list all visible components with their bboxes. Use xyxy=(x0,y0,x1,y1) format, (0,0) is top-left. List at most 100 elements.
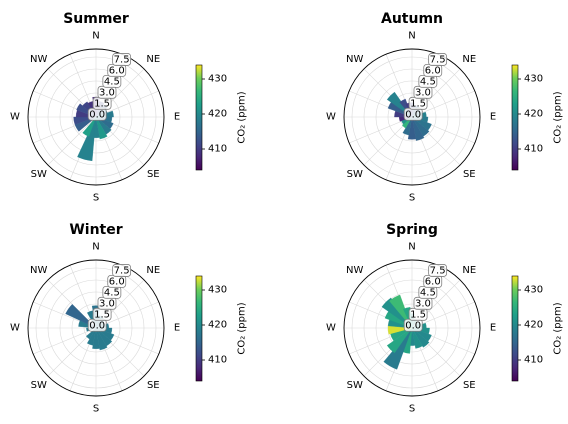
radial-tick-label: 0.0 xyxy=(405,320,421,331)
radial-tick-box xyxy=(428,53,448,66)
panel-title: Summer xyxy=(63,11,129,27)
wind-bar xyxy=(411,116,425,141)
direction-label: W xyxy=(326,112,336,123)
direction-label: NW xyxy=(346,265,363,276)
panel-title: Winter xyxy=(69,222,122,238)
colorbar-tick-label: 420 xyxy=(524,320,543,331)
direction-label: E xyxy=(174,112,180,123)
wind-bar xyxy=(86,327,97,346)
radial-tick-box xyxy=(112,264,132,277)
direction-label: NE xyxy=(462,54,476,65)
radial-tick-label: 7.5 xyxy=(114,265,130,276)
panel-spring: Spring N NE E SE S SW W NW 0.01.53.04.56.07.5 410 4… xyxy=(326,222,563,415)
direction-label: W xyxy=(326,323,336,334)
wind-bar xyxy=(92,327,100,349)
direction-label: SW xyxy=(31,380,47,391)
colorbar-tick-label: 420 xyxy=(208,109,227,120)
direction-label: S xyxy=(93,193,99,204)
direction-label: N xyxy=(408,31,415,42)
polar-frame xyxy=(343,48,481,186)
radial-tick-label: 4.5 xyxy=(104,76,120,87)
direction-label: SW xyxy=(347,380,363,391)
direction-label: SE xyxy=(147,169,160,180)
wind-bar xyxy=(411,327,423,349)
direction-label: SE xyxy=(463,380,476,391)
colorbar-label: CO₂ (ppm) xyxy=(553,91,564,143)
direction-label: N xyxy=(92,242,99,253)
direction-label: N xyxy=(92,31,99,42)
colorbar-tick-label: 430 xyxy=(524,285,543,296)
radial-tick-label: 1.5 xyxy=(94,309,110,320)
radial-tick-label: 0.0 xyxy=(89,109,105,120)
direction-label: NW xyxy=(30,54,47,65)
wind-bar xyxy=(82,116,97,137)
colorbar xyxy=(195,64,203,171)
direction-label: SE xyxy=(463,169,476,180)
colorbar-tick-label: 410 xyxy=(524,355,543,366)
direction-label: NE xyxy=(462,265,476,276)
direction-label: W xyxy=(10,112,20,123)
colorbar-tick-label: 410 xyxy=(524,144,543,155)
radial-tick-label: 6.0 xyxy=(109,276,125,287)
colorbar xyxy=(195,275,203,382)
wind-bar xyxy=(411,327,430,348)
radial-tick-label: 6.0 xyxy=(425,65,441,76)
colorbar-tick-label: 410 xyxy=(208,355,227,366)
direction-label: S xyxy=(93,404,99,415)
direction-label: NE xyxy=(146,265,160,276)
radial-tick-label: 0.0 xyxy=(89,320,105,331)
radial-tick-label: 6.0 xyxy=(109,65,125,76)
radial-tick-label: 7.5 xyxy=(430,54,446,65)
colorbar-tick-label: 430 xyxy=(208,285,227,296)
colorbar-tick-label: 430 xyxy=(208,74,227,85)
direction-label: S xyxy=(409,404,415,415)
colorbar-tick-label: 420 xyxy=(208,320,227,331)
direction-label: E xyxy=(490,112,496,123)
radial-tick-label: 3.0 xyxy=(99,298,115,309)
direction-label: W xyxy=(10,323,20,334)
colorbar-label: CO₂ (ppm) xyxy=(553,302,564,354)
radial-tick-label: 6.0 xyxy=(425,276,441,287)
polar-frame xyxy=(27,259,165,397)
colorbar-label: CO₂ (ppm) xyxy=(237,91,248,143)
colorbar-tick-label: 410 xyxy=(208,144,227,155)
colorbar-tick-label: 420 xyxy=(524,109,543,120)
grid-spoke xyxy=(33,327,97,355)
colorbar-label: CO₂ (ppm) xyxy=(237,302,248,354)
colorbar xyxy=(511,64,519,171)
panel-title: Spring xyxy=(386,222,438,238)
direction-label: NW xyxy=(30,265,47,276)
radial-tick-label: 3.0 xyxy=(99,87,115,98)
direction-label: SW xyxy=(31,169,47,180)
direction-label: S xyxy=(409,193,415,204)
direction-label: E xyxy=(490,323,496,334)
direction-label: E xyxy=(174,323,180,334)
radial-tick-label: 3.0 xyxy=(415,298,431,309)
wind-bar xyxy=(386,327,413,354)
direction-label: NW xyxy=(346,54,363,65)
colorbar-tick-label: 430 xyxy=(524,74,543,85)
wind-bar xyxy=(407,116,417,140)
radial-tick-label: 4.5 xyxy=(420,287,436,298)
radial-tick-label: 1.5 xyxy=(94,98,110,109)
wind-bar xyxy=(95,327,108,351)
polar-frame xyxy=(343,259,481,397)
radial-tick-label: 4.5 xyxy=(420,76,436,87)
radial-tick-label: 4.5 xyxy=(104,287,120,298)
wind-bar xyxy=(95,116,108,140)
radial-tick-label: 7.5 xyxy=(430,265,446,276)
direction-label: NE xyxy=(146,54,160,65)
radial-tick-label: 0.0 xyxy=(405,109,421,120)
radial-tick-label: 1.5 xyxy=(410,309,426,320)
direction-label: SE xyxy=(147,380,160,391)
direction-label: SW xyxy=(347,169,363,180)
polar-frame xyxy=(27,48,165,186)
direction-label: N xyxy=(408,242,415,253)
panel-summer: Summer N NE E SE S SW W NW 0.01.53.04.56.07.5 410 4… xyxy=(10,11,247,204)
radial-tick-label: 7.5 xyxy=(114,54,130,65)
panel-title: Autumn xyxy=(381,11,443,27)
panel-winter: Winter N NE E SE S SW W NW 0.01.53.04.56.07.5 410 4… xyxy=(10,222,247,415)
colorbar xyxy=(511,275,519,382)
radial-tick-label: 1.5 xyxy=(410,98,426,109)
